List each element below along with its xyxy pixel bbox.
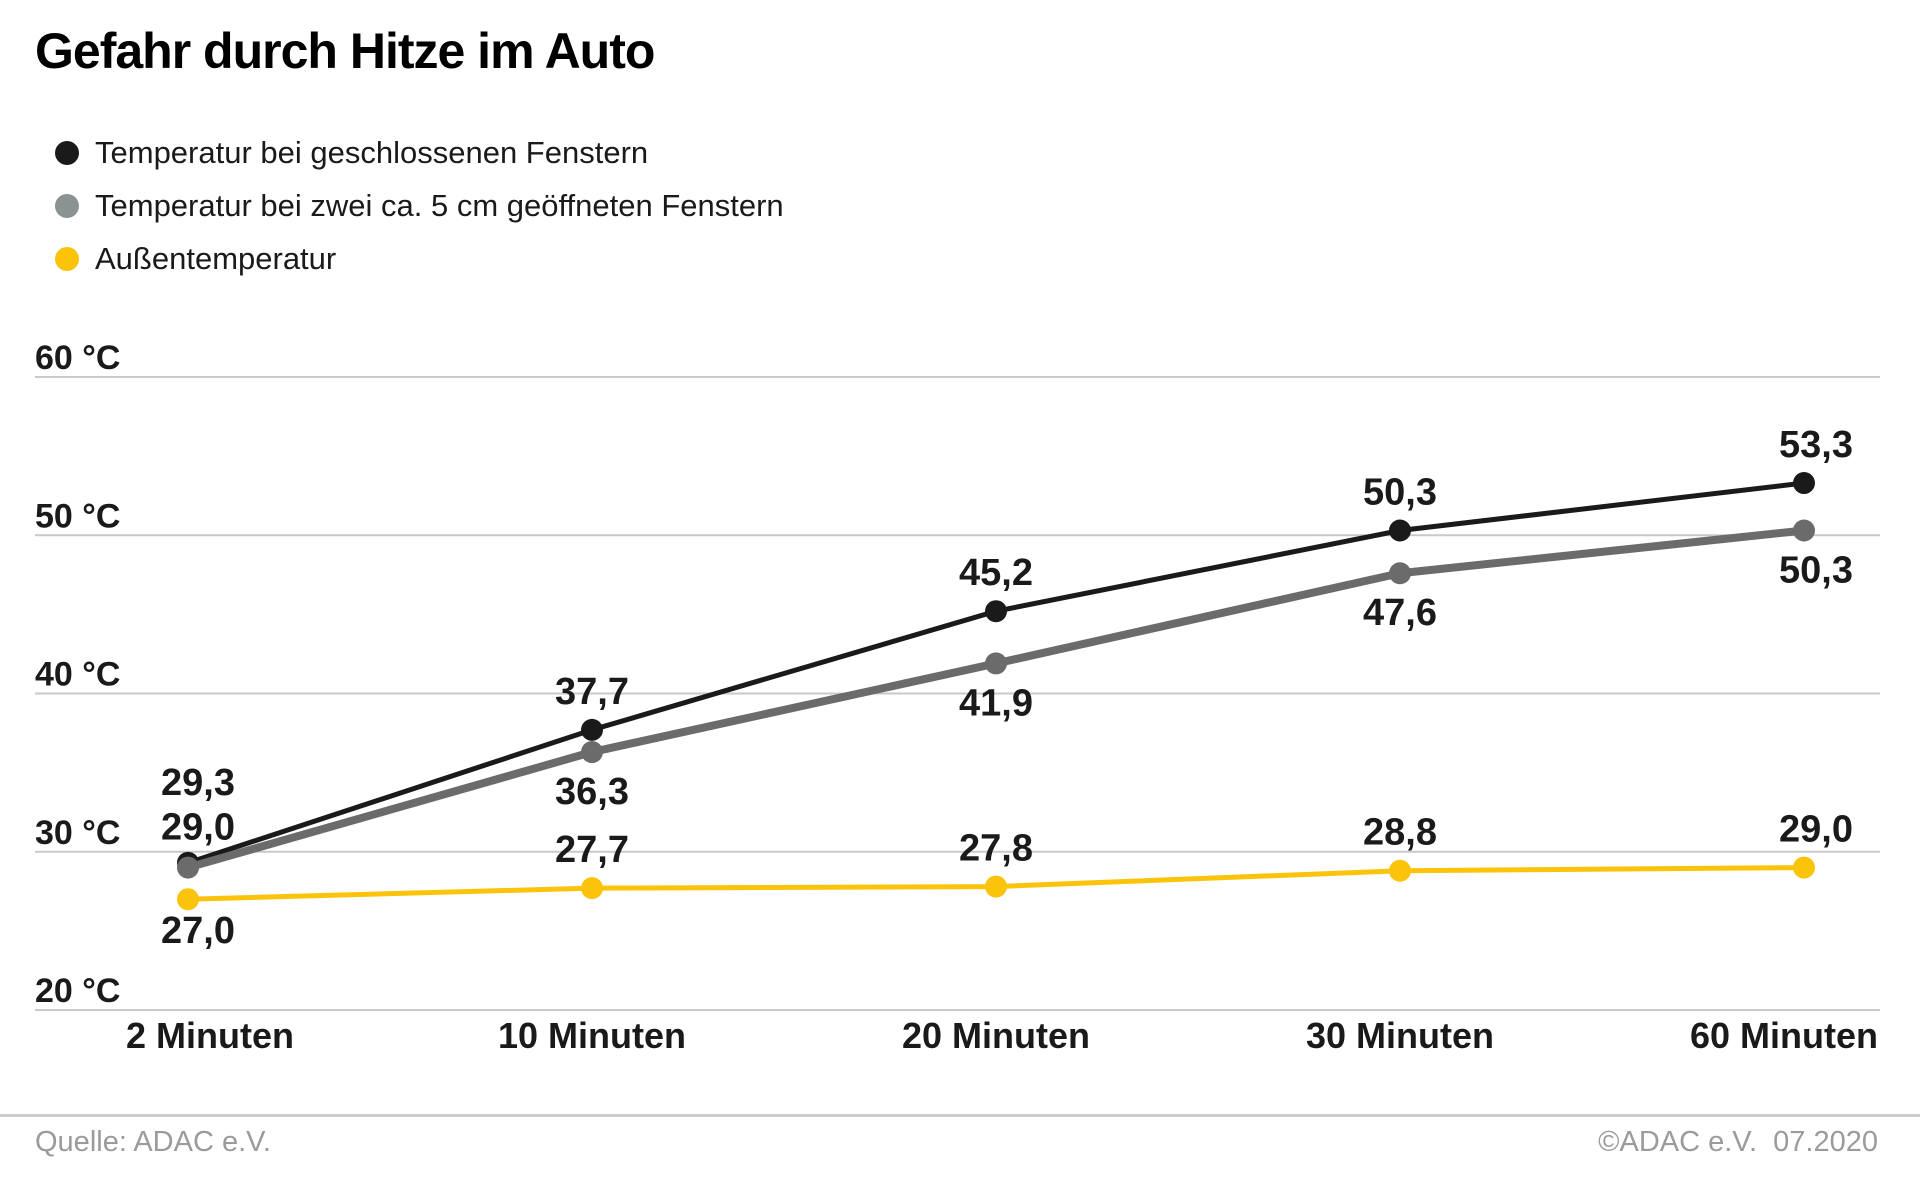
series-point-open-windows (581, 741, 603, 764)
value-label-open-windows: 50,3 (1779, 550, 1853, 592)
value-label-outside-temperature: 27,8 (959, 828, 1033, 870)
legend-item-outside-temperature: Außentemperatur (55, 240, 784, 276)
legend-dot-closed-windows-icon (55, 140, 79, 165)
value-label-closed-windows: 53,3 (1779, 424, 1853, 466)
value-label-closed-windows: 45,2 (959, 552, 1033, 594)
x-axis-label: 10 Minuten (498, 1015, 686, 1056)
value-label-closed-windows: 37,7 (555, 671, 629, 713)
series-point-open-windows (1793, 519, 1815, 542)
legend-dot-outside-temperature-icon (55, 246, 79, 271)
series-point-outside-temperature (1389, 859, 1411, 882)
legend-label-outside-temperature: Außentemperatur (95, 240, 337, 276)
value-label-outside-temperature: 28,8 (1363, 812, 1437, 854)
footer-divider (0, 1114, 1920, 1117)
value-label-closed-windows: 50,3 (1363, 472, 1437, 514)
value-label-closed-windows: 29,3 (161, 762, 235, 804)
series-point-outside-temperature (581, 877, 603, 900)
x-axis-label: 20 Minuten (902, 1015, 1090, 1056)
series-point-closed-windows (1389, 519, 1411, 542)
series-point-closed-windows (985, 600, 1007, 623)
legend-dot-open-windows-icon (55, 193, 79, 218)
y-tick-label: 30 °C (35, 814, 120, 852)
series-point-open-windows (985, 652, 1007, 675)
footer-source: Quelle: ADAC e.V. (35, 1126, 271, 1158)
y-tick-label: 40 °C (35, 656, 120, 694)
y-tick-label: 60 °C (35, 339, 120, 377)
legend: Temperatur bei geschlossenen Fenstern Te… (55, 134, 784, 276)
page-title: Gefahr durch Hitze im Auto (35, 23, 655, 79)
value-label-open-windows: 29,0 (161, 807, 235, 849)
series-point-closed-windows (581, 718, 603, 741)
value-label-open-windows: 41,9 (959, 682, 1033, 724)
legend-label-open-windows: Temperatur bei zwei ca. 5 cm geöffneten … (95, 187, 784, 223)
series-point-outside-temperature (985, 875, 1007, 898)
y-tick-label: 20 °C (35, 972, 120, 1010)
series-point-open-windows (1389, 562, 1411, 585)
value-label-open-windows: 47,6 (1363, 592, 1437, 634)
series-point-outside-temperature (1793, 856, 1815, 879)
legend-item-closed-windows: Temperatur bei geschlossenen Fenstern (55, 134, 784, 170)
legend-label-closed-windows: Temperatur bei geschlossenen Fenstern (95, 134, 649, 170)
footer-copyright: ©ADAC e.V. 07.2020 (1598, 1126, 1878, 1158)
x-axis-label: 60 Minuten (1690, 1015, 1878, 1056)
value-label-outside-temperature: 27,0 (161, 910, 235, 952)
value-label-open-windows: 36,3 (555, 771, 629, 813)
series-point-outside-temperature (177, 888, 199, 911)
series-point-closed-windows (1793, 472, 1815, 495)
value-label-outside-temperature: 27,7 (555, 829, 629, 871)
x-axis-label: 2 Minuten (126, 1015, 294, 1056)
y-tick-label: 50 °C (35, 497, 120, 535)
footer: Quelle: ADAC e.V. ©ADAC e.V. 07.2020 (35, 1126, 1878, 1159)
series-point-open-windows (177, 856, 199, 879)
value-label-outside-temperature: 29,0 (1779, 809, 1853, 851)
legend-item-open-windows: Temperatur bei zwei ca. 5 cm geöffneten … (55, 187, 784, 223)
x-axis-label: 30 Minuten (1306, 1015, 1494, 1056)
